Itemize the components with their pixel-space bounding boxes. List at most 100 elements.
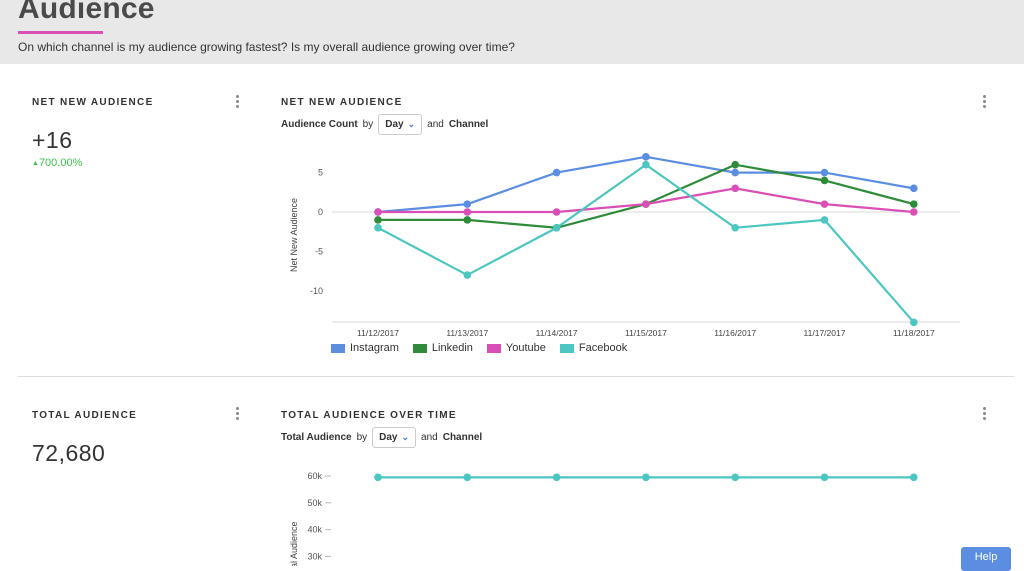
y-axis-label: al Audience — [289, 521, 299, 566]
data-point-instagram — [463, 200, 472, 208]
data-point-instagram — [552, 168, 561, 177]
page-subtitle: On which channel is my audience growing … — [18, 40, 515, 54]
by-label: by — [356, 432, 368, 443]
y-tick-label: 30k — [307, 551, 322, 561]
y-tick-label: 5 — [318, 168, 323, 178]
series-line-facebook — [377, 163, 915, 324]
dimension-label: Channel — [442, 432, 483, 443]
data-point-facebook — [642, 160, 650, 169]
page-title: Audience — [18, 0, 155, 25]
net-new-chart-controls: Audience Count by Day ⌄ and Channel — [281, 114, 488, 135]
y-tick-label: 50k — [307, 498, 322, 508]
y-tick-label: 60k — [307, 471, 322, 481]
data-point-instagram — [820, 168, 829, 177]
x-tick-label: 11/12/2017 — [357, 328, 399, 338]
x-tick-label: 11/15/2017 — [625, 328, 667, 338]
net-new-chart-title: NET NEW AUDIENCE — [281, 97, 403, 108]
and-label: and — [421, 432, 438, 443]
period-value: Day — [379, 432, 398, 443]
data-point-linkedin — [910, 200, 918, 208]
period-select[interactable]: Day ⌄ — [372, 427, 417, 448]
title-underline — [18, 31, 103, 34]
net-new-card-menu-icon[interactable] — [234, 95, 240, 111]
and-label: and — [427, 119, 444, 130]
data-point-youtube — [731, 184, 739, 193]
data-point-facebook — [552, 223, 561, 232]
legend-item-youtube[interactable]: Youtube — [486, 342, 546, 354]
page-header: Audience On which channel is my audience… — [0, 0, 1024, 64]
by-label: by — [362, 119, 374, 130]
data-point-facebook — [463, 271, 472, 279]
period-select[interactable]: Day ⌄ — [378, 114, 423, 135]
net-new-chart-menu-icon[interactable] — [981, 95, 987, 111]
data-point-facebook — [731, 223, 739, 232]
chart-legend: Instagram Linkedin Youtube Facebook — [331, 342, 627, 354]
data-point-youtube — [552, 208, 561, 216]
data-point-youtube — [642, 200, 650, 208]
x-tick-label: 11/18/2017 — [893, 328, 935, 338]
x-tick-label: 11/14/2017 — [536, 328, 578, 338]
x-tick-label: 11/13/2017 — [446, 328, 488, 338]
legend-label: Instagram — [350, 342, 399, 354]
legend-item-instagram[interactable]: Instagram — [331, 342, 399, 354]
section-divider — [18, 376, 1014, 377]
x-tick-label: 11/17/2017 — [804, 328, 846, 338]
data-point-total — [463, 473, 472, 482]
data-point-linkedin — [731, 160, 739, 169]
total-value: 72,680 — [32, 440, 106, 466]
data-point-facebook — [910, 318, 918, 327]
y-tick-label: -5 — [315, 246, 323, 256]
data-point-total — [910, 473, 918, 482]
series-line-youtube — [378, 187, 914, 214]
legend-label: Facebook — [578, 342, 628, 354]
data-point-youtube — [463, 208, 472, 216]
period-value: Day — [385, 119, 404, 130]
net-new-change-value: 700.00% — [38, 157, 83, 169]
data-point-total — [820, 473, 829, 482]
legend-label: Linkedin — [431, 342, 473, 354]
total-chart-menu-icon[interactable] — [981, 407, 987, 423]
data-point-total — [552, 473, 561, 482]
legend-swatch — [412, 343, 427, 353]
data-point-instagram — [731, 168, 739, 177]
data-point-instagram — [910, 184, 918, 193]
data-point-total — [642, 473, 650, 482]
y-tick-label: 40k — [307, 525, 322, 535]
total-card-menu-icon[interactable] — [234, 407, 240, 423]
net-new-card-title: NET NEW AUDIENCE — [32, 97, 154, 108]
total-card-title: TOTAL AUDIENCE — [32, 410, 138, 421]
y-tick-label: -10 — [310, 286, 323, 296]
data-point-linkedin — [820, 176, 829, 185]
y-axis-label: Net New Audience — [289, 198, 299, 272]
data-point-total — [731, 473, 739, 482]
metric-label: Audience Count — [281, 119, 358, 130]
data-point-facebook — [820, 216, 829, 224]
chevron-down-icon: ⌄ — [401, 432, 410, 442]
up-arrow-icon: ▲ — [32, 160, 39, 167]
data-point-linkedin — [463, 216, 472, 224]
data-point-total — [374, 473, 382, 482]
data-point-linkedin — [374, 216, 382, 224]
net-new-value: +16 — [32, 127, 73, 153]
help-button[interactable]: Help — [961, 547, 1011, 571]
dimension-label: Channel — [448, 119, 489, 130]
net-new-change: ▲700.00% — [32, 157, 82, 169]
legend-swatch — [559, 343, 574, 353]
total-chart-title: TOTAL AUDIENCE OVER TIME — [281, 410, 457, 421]
data-point-youtube — [374, 208, 382, 216]
total-chart-controls: Total Audience by Day ⌄ and Channel — [281, 427, 482, 448]
legend-label: Youtube — [505, 342, 546, 354]
data-point-facebook — [374, 223, 382, 232]
metric-label: Total Audience — [281, 432, 352, 443]
legend-swatch — [486, 343, 501, 353]
data-point-instagram — [642, 153, 650, 161]
legend-item-linkedin[interactable]: Linkedin — [412, 342, 473, 354]
x-tick-label: 11/16/2017 — [714, 328, 756, 338]
data-point-youtube — [820, 200, 829, 208]
data-point-youtube — [910, 208, 918, 216]
legend-swatch — [331, 343, 345, 353]
chevron-down-icon: ⌄ — [407, 119, 416, 129]
legend-item-facebook[interactable]: Facebook — [559, 342, 628, 354]
y-tick-label: 0 — [318, 207, 323, 217]
